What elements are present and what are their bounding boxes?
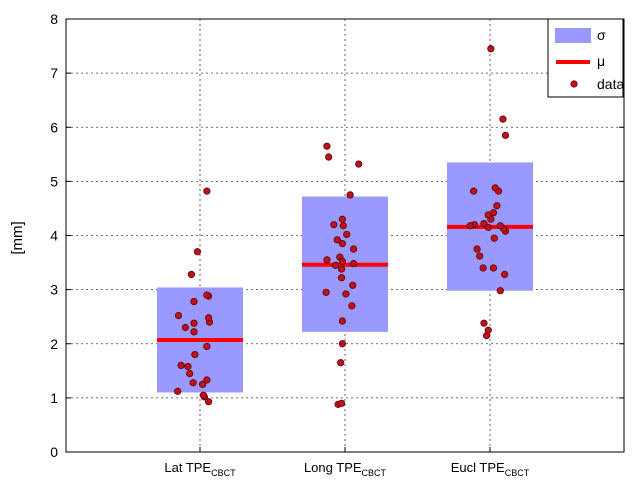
legend-sigma-swatch (555, 28, 591, 43)
data-point (203, 376, 211, 384)
data-point (338, 240, 347, 248)
data-point (473, 245, 481, 253)
data-point (323, 142, 331, 150)
data-point (190, 319, 198, 327)
x-tick-label: Long TPECBCT (304, 460, 387, 478)
data-point (337, 274, 346, 282)
y-axis-label: [mm] (9, 221, 26, 254)
data-point (203, 342, 211, 351)
legend-data-marker (570, 80, 578, 88)
data-point (499, 115, 507, 123)
data-point (470, 187, 478, 195)
y-tick-label: 3 (50, 282, 58, 298)
data-point (338, 317, 347, 325)
data-point (343, 230, 351, 239)
data-point (174, 387, 182, 395)
legend-sigma-label: σ (597, 27, 606, 43)
y-tick-label: 4 (50, 228, 58, 244)
data-point (322, 288, 330, 296)
data-point (480, 319, 488, 327)
data-point (489, 209, 498, 217)
data-point (190, 328, 198, 336)
data-point (205, 314, 213, 322)
data-point (491, 184, 499, 192)
data-point (493, 202, 501, 210)
data-point (349, 245, 358, 253)
data-point (189, 379, 197, 387)
data-point (325, 153, 333, 161)
data-point (496, 287, 504, 295)
data-point (496, 222, 504, 230)
data-point (349, 281, 357, 289)
data-point (187, 270, 195, 279)
x-ticks: Lat TPECBCT Long TPECBCT Eucl TPECBCT (164, 447, 530, 478)
y-tick-label: 0 (50, 444, 58, 460)
data-point (184, 362, 192, 371)
data-point (203, 291, 211, 299)
data-point (489, 264, 498, 272)
data-point (331, 261, 340, 269)
data-point (342, 290, 350, 298)
data-point (174, 312, 183, 320)
data-point (355, 160, 363, 168)
data-point (487, 45, 495, 53)
data-point (501, 270, 509, 279)
data-point (193, 248, 202, 256)
data-point (490, 234, 498, 242)
data-point (348, 302, 356, 310)
legend-data-label: data (597, 76, 624, 92)
data-point (484, 223, 492, 231)
data-point (337, 359, 345, 367)
legend-mu-label: μ (597, 53, 605, 69)
data-points (174, 45, 510, 408)
data-point (323, 256, 331, 264)
data-point (330, 221, 338, 229)
data-point (198, 380, 207, 388)
legend: σ μ data (547, 18, 624, 98)
y-tick-label: 7 (50, 65, 58, 81)
data-point (191, 350, 199, 359)
data-point (338, 340, 347, 348)
data-point (177, 361, 185, 369)
data-point (476, 252, 484, 260)
data-point (338, 215, 347, 223)
data-point (501, 131, 510, 139)
data-point (466, 222, 474, 230)
data-point (186, 369, 194, 378)
y-tick-label: 5 (50, 173, 58, 189)
x-tick-label: Eucl TPECBCT (451, 460, 530, 478)
data-point (199, 391, 208, 399)
y-tick-label: 2 (50, 336, 58, 352)
y-tick-label: 1 (50, 390, 58, 406)
data-point (337, 399, 346, 407)
data-point (190, 297, 198, 306)
data-point (346, 191, 354, 199)
data-point (205, 398, 213, 406)
data-point (338, 257, 347, 266)
data-point (339, 222, 347, 230)
data-point (484, 326, 492, 334)
data-point (479, 264, 487, 272)
data-point (337, 265, 346, 273)
data-point (203, 187, 211, 195)
data-point (349, 260, 358, 268)
data-point (333, 236, 341, 244)
x-tick-label: Lat TPECBCT (164, 460, 236, 478)
data-point (181, 323, 189, 332)
y-tick-label: 8 (50, 11, 58, 27)
y-tick-label: 6 (50, 119, 58, 135)
